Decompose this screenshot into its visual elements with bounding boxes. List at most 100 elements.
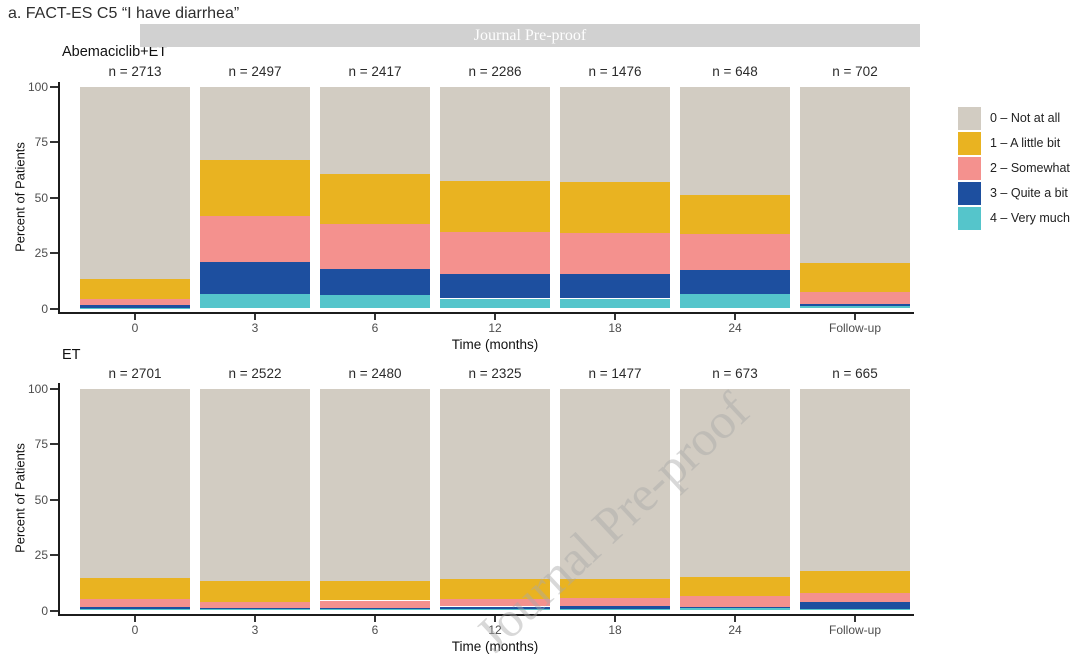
y-tick-label: 0 bbox=[41, 603, 48, 618]
bar-segment-3 bbox=[560, 274, 670, 299]
bar-segment-1 bbox=[800, 570, 910, 593]
legend-label: 3 – Quite a bit bbox=[990, 186, 1068, 200]
n-label: n = 1476 bbox=[588, 64, 642, 79]
y-tick-label: 100 bbox=[27, 79, 48, 94]
y-tick-label: 75 bbox=[34, 135, 48, 149]
y-tick-mark bbox=[50, 443, 58, 445]
bar-segment-0 bbox=[680, 86, 790, 196]
legend-swatch bbox=[958, 132, 981, 155]
x-tick-mark bbox=[854, 616, 856, 622]
legend-label: 0 – Not at all bbox=[990, 111, 1061, 125]
bar-segment-3 bbox=[800, 601, 910, 610]
bar-segment-4 bbox=[320, 609, 430, 611]
banner-text: Journal Pre-proof bbox=[473, 27, 587, 44]
journal-preproof-banner: Journal Pre-proof bbox=[140, 24, 920, 47]
bar-segment-2 bbox=[200, 601, 310, 608]
y-tick-label: 50 bbox=[34, 190, 48, 205]
n-label: n = 2417 bbox=[348, 64, 402, 79]
bar-segment-2 bbox=[800, 592, 910, 602]
x-axis-title: Time (months) bbox=[451, 337, 539, 352]
x-tick-label: 3 bbox=[251, 623, 259, 637]
bar-segment-0 bbox=[560, 86, 670, 182]
bar-segment-0 bbox=[440, 388, 550, 580]
bar-segment-3 bbox=[680, 269, 790, 295]
y-axis-line bbox=[58, 383, 60, 616]
bar-segment-2 bbox=[320, 224, 430, 269]
bar-segment-2 bbox=[80, 599, 190, 608]
x-tick-label: 18 bbox=[608, 623, 622, 637]
legend-swatch bbox=[958, 207, 981, 230]
x-tick-mark bbox=[134, 616, 136, 622]
bar-segment-2 bbox=[680, 596, 790, 608]
x-tick-mark bbox=[134, 314, 136, 320]
bar-segment-0 bbox=[80, 388, 190, 579]
y-tick-mark bbox=[50, 609, 58, 612]
bar-segment-2 bbox=[440, 599, 550, 607]
y-tick-label: 0 bbox=[41, 301, 48, 316]
bar-segment-3 bbox=[200, 607, 310, 610]
n-label: n = 2522 bbox=[228, 366, 282, 381]
bar-segment-3 bbox=[560, 606, 670, 609]
y-tick-mark bbox=[50, 141, 58, 143]
x-tick-label: 6 bbox=[371, 321, 379, 335]
y-tick-mark bbox=[50, 196, 58, 199]
bar-segment-3 bbox=[440, 274, 550, 299]
y-tick-mark bbox=[50, 554, 58, 556]
n-label: n = 648 bbox=[712, 64, 758, 79]
legend-swatch bbox=[958, 107, 981, 130]
n-label: n = 2701 bbox=[108, 366, 162, 381]
n-label: n = 2497 bbox=[228, 64, 282, 79]
bar-segment-4 bbox=[320, 295, 430, 309]
bar-segment-3 bbox=[440, 606, 550, 609]
n-label: n = 2286 bbox=[468, 64, 522, 79]
x-tick-mark bbox=[374, 314, 376, 320]
bar-segment-2 bbox=[80, 299, 190, 306]
n-label: n = 2480 bbox=[348, 366, 402, 381]
x-axis-title: Time (months) bbox=[451, 639, 539, 654]
x-axis-line bbox=[58, 312, 914, 314]
bar-segment-4 bbox=[80, 609, 190, 611]
n-label: n = 2325 bbox=[468, 366, 522, 381]
y-axis-line bbox=[58, 82, 60, 314]
bar-segment-0 bbox=[560, 388, 670, 580]
x-axis-line bbox=[58, 614, 914, 616]
bar-segment-1 bbox=[560, 181, 670, 233]
bar-segment-4 bbox=[200, 609, 310, 611]
bar-segment-1 bbox=[200, 159, 310, 217]
x-tick-mark bbox=[614, 314, 616, 320]
bar-segment-4 bbox=[560, 608, 670, 611]
bar-segment-3 bbox=[80, 305, 190, 308]
bar-segment-1 bbox=[800, 262, 910, 292]
bar-segment-2 bbox=[320, 600, 430, 608]
bar-segment-1 bbox=[80, 578, 190, 600]
n-label: n = 1477 bbox=[588, 366, 642, 381]
x-tick-label: Follow-up bbox=[828, 321, 882, 335]
bar-segment-1 bbox=[560, 579, 670, 599]
x-tick-label: 6 bbox=[371, 623, 379, 637]
y-tick-label: 100 bbox=[27, 381, 48, 396]
y-tick-mark bbox=[50, 307, 58, 310]
x-tick-label: 24 bbox=[728, 623, 742, 637]
y-tick-label: 75 bbox=[34, 437, 48, 451]
bar-segment-4 bbox=[680, 608, 790, 611]
n-label: n = 665 bbox=[832, 366, 878, 381]
bar-segment-1 bbox=[80, 278, 190, 300]
bar-segment-3 bbox=[800, 304, 910, 307]
x-tick-mark bbox=[254, 314, 256, 320]
bar-segment-1 bbox=[320, 174, 430, 225]
bar-segment-0 bbox=[800, 86, 910, 263]
bar-segment-3 bbox=[80, 607, 190, 610]
figure-title: a. FACT-ES C5 “I have diarrhea” bbox=[8, 5, 240, 22]
bar-segment-1 bbox=[680, 195, 790, 235]
bar-segment-0 bbox=[680, 388, 790, 578]
x-tick-mark bbox=[374, 616, 376, 622]
bar-segment-0 bbox=[320, 86, 430, 175]
y-tick-mark bbox=[50, 252, 58, 254]
bar-segment-4 bbox=[440, 298, 550, 309]
bar-segment-3 bbox=[200, 261, 310, 295]
bar-segment-2 bbox=[560, 233, 670, 275]
bar-segment-4 bbox=[800, 306, 910, 309]
